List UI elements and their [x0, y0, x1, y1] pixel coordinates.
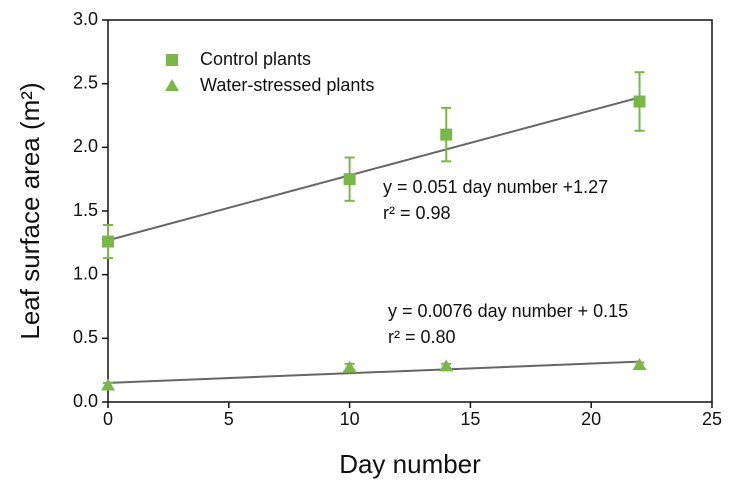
marker-square	[440, 128, 453, 141]
y-tick-label: 0.0	[73, 391, 98, 411]
fit-r2: r² = 0.98	[383, 203, 451, 223]
y-tick-label: 0.5	[73, 327, 98, 347]
y-tick-label: 3.0	[73, 9, 98, 29]
x-tick-label: 10	[340, 409, 360, 429]
x-tick-label: 25	[702, 409, 722, 429]
y-axis-label: Leaf surface area (m²)	[15, 82, 45, 339]
y-tick-label: 2.5	[73, 72, 98, 92]
x-tick-label: 20	[581, 409, 601, 429]
fit-line	[107, 360, 640, 384]
marker-square	[633, 95, 646, 108]
marker-triangle	[165, 79, 179, 91]
y-tick-label: 1.0	[73, 263, 98, 283]
marker-triangle	[439, 359, 454, 372]
marker-triangle	[101, 378, 115, 391]
x-axis-label: Day number	[339, 449, 481, 479]
x-tick-label: 0	[103, 409, 113, 429]
legend-label: Water-stressed plants	[200, 75, 374, 95]
marker-square	[102, 235, 114, 248]
x-tick-label: 5	[224, 409, 234, 429]
x-tick-label: 15	[460, 409, 480, 429]
y-tick-label: 1.5	[73, 200, 98, 220]
marker-square	[166, 54, 178, 66]
fit-equation: y = 0.051 day number +1.27	[383, 177, 608, 197]
marker-triangle	[342, 360, 357, 373]
fit-r2: r² = 0.80	[388, 327, 456, 347]
legend-label: Control plants	[200, 49, 311, 69]
marker-square	[343, 173, 356, 186]
fit-equation: y = 0.0076 day number + 0.15	[388, 301, 628, 321]
marker-triangle	[632, 358, 647, 371]
y-tick-label: 2.0	[73, 136, 98, 156]
fit-line	[107, 96, 640, 242]
